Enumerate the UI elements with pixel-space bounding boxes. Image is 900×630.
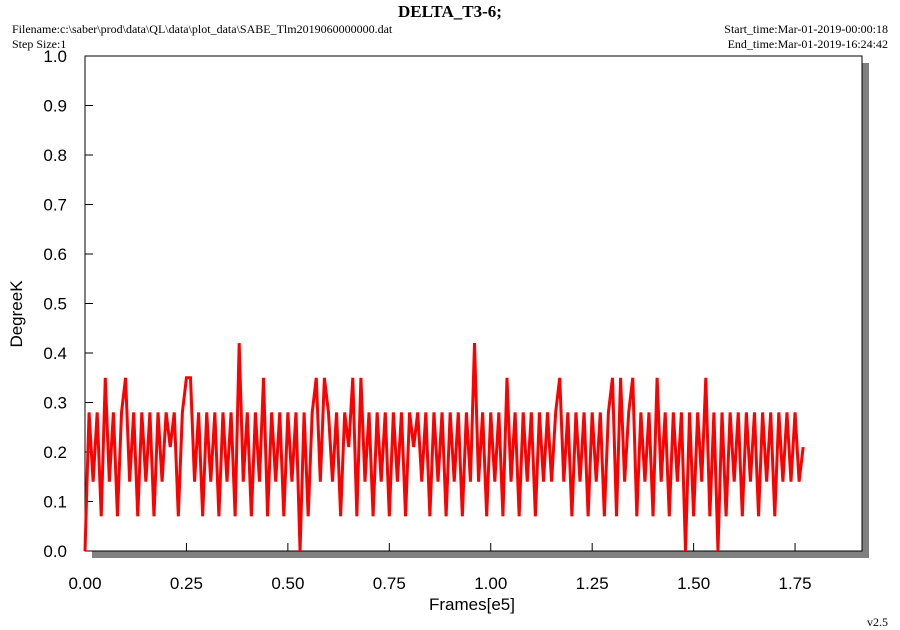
y-tick-label: 0.5	[43, 295, 67, 314]
y-tick-label: 0.2	[43, 443, 67, 462]
plot: 0.0 0.1 0.2 0.3 0.4 0.5 0.6 0.7 0.8 0.9 1.0 0.00 0.2…	[43, 47, 811, 593]
x-tick-label: 1.00	[474, 574, 507, 593]
x-axis-label: Frames[e5]	[429, 595, 515, 614]
x-tick-label: 1.75	[779, 574, 812, 593]
x-tick-label: 0.50	[271, 574, 304, 593]
y-axis-label: DegreeK	[7, 280, 26, 348]
x-tick-label: 0.25	[170, 574, 203, 593]
data-line	[83, 343, 805, 552]
version: v2.5	[867, 615, 888, 629]
end-time: End_time:Mar-01-2019-16:24:42	[728, 37, 888, 51]
y-tick-label: 0.1	[43, 493, 67, 512]
step-size: Step Size:1	[12, 37, 66, 51]
x-tick-label: 0.75	[373, 574, 406, 593]
y-tick-label: 0.8	[43, 146, 67, 165]
x-tick-label: 1.25	[576, 574, 609, 593]
y-tick-label: 0.9	[43, 97, 67, 116]
y-tick-label: 1.0	[43, 47, 67, 66]
y-tick-label: 0.3	[43, 394, 67, 413]
start-time: Start_time:Mar-01-2019-00:00:18	[724, 22, 888, 36]
filename: Filename:c:\saber\prod\data\QL\data\plot…	[12, 22, 393, 36]
y-tick-label: 0.0	[43, 542, 67, 561]
x-tick-label: 0.00	[68, 574, 101, 593]
y-tick-label: 0.6	[43, 245, 67, 264]
chart-title: DELTA_T3-6;	[398, 2, 502, 21]
x-tick-label: 1.50	[677, 574, 710, 593]
y-tick-label: 0.4	[43, 344, 67, 363]
y-tick-label: 0.7	[43, 196, 67, 215]
